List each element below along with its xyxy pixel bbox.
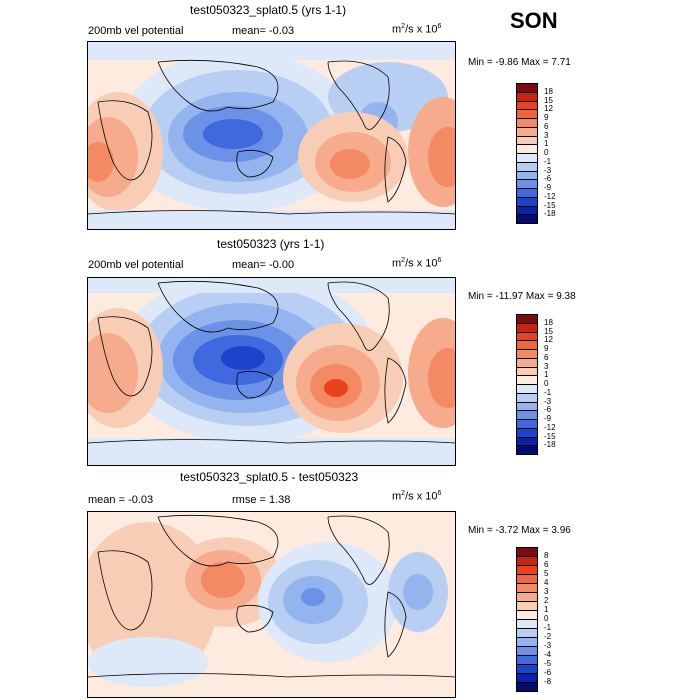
colorbar-tick-label: 1 [544,139,549,149]
colorbar-tick-label: -6 [544,405,552,415]
panel2-title: test050323 (yrs 1-1) [217,237,325,251]
panel3-mean: mean = -0.03 [88,494,154,506]
colorbar-tick-label: -3 [544,641,552,650]
season-label: SON [510,8,558,33]
panel3-min-max: Min = -3.72 Max = 3.96 [468,525,571,536]
panel2-units: m2/s x 106 [392,257,442,270]
colorbar-tick-label: 9 [544,113,549,122]
colorbar-tick-label: -3 [544,396,552,406]
colorbar-tick-label: 4 [544,578,549,587]
panel1-colorbar: 18 15 12 9 6 3 1 0 -1 -3 -6 -9 -12 -15 -18 [516,83,576,224]
colorbar-tick-label: -18 [544,440,556,450]
colorbar-tick-label: 0 [544,614,549,623]
colorbar-tick-label: 1 [544,370,549,380]
colorbar-tick-label: -4 [544,650,552,659]
colorbar-tick-label: 1 [544,605,549,614]
colorbar-tick-label: 6 [544,121,549,131]
colorbar-tick-label: -8 [544,677,552,686]
panel3-colorbar: 8 6 5 4 3 2 1 0 -1 -2 -3 -4 -5 -6 -8 [516,547,576,692]
colorbar-tick-label: -12 [544,191,556,201]
colorbar-tick-label: -6 [544,668,552,677]
panel1-title: test050323_splat0.5 (yrs 1-1) [190,3,347,17]
panel1-mean: mean= -0.03 [232,25,295,37]
colorbar-tick-label: -15 [544,431,556,441]
colorbar-tick-label: 18 [544,86,553,96]
panel3-title: test050323_splat0.5 - test050323 [180,470,359,484]
colorbar-tick-label: 0 [544,148,549,157]
colorbar-swatch [516,445,538,455]
colorbar-tick-label: 3 [544,130,549,140]
panel2-field-label: 200mb vel potential [88,259,184,271]
colorbar-tick-label: -1 [544,623,552,632]
colorbar-tick-label: -9 [544,414,552,423]
colorbar-tick-label: 3 [544,587,549,596]
colorbar-tick-label: -1 [544,387,552,397]
colorbar-swatch [516,214,538,224]
colorbar-tick-label: 12 [544,335,553,345]
colorbar-tick-label: 0 [544,379,549,388]
panel1-units: m2/s x 106 [392,23,442,36]
colorbar-tick-label: -15 [544,200,556,210]
panel1-field-label: 200mb vel potential [88,25,184,37]
colorbar-tick-label: -3 [544,165,552,175]
panel2-map [87,277,456,466]
colorbar-tick-label: 6 [544,560,549,569]
panel1-min-max: Min = -9.86 Max = 7.71 [468,57,571,68]
colorbar-tick-label: -2 [544,632,552,641]
panel3-units: m2/s x 106 [392,490,442,503]
colorbar-tick-label: 18 [544,317,553,327]
panel3-rmse: rmse = 1.38 [232,494,291,506]
colorbar-tick-label: -18 [544,209,556,219]
colorbar-tick-label: 8 [544,551,549,560]
colorbar-tick-label: 15 [544,326,553,336]
panel2-min-max: Min = -11.97 Max = 9.38 [468,291,576,302]
colorbar-tick-label: 6 [544,352,549,362]
colorbar-tick-label: -12 [544,422,556,432]
colorbar-tick-label: 5 [544,569,549,578]
colorbar-tick-label: 3 [544,361,549,371]
colorbar-swatch [516,682,538,692]
colorbar-tick-label: 12 [544,104,553,114]
colorbar-tick-label: -6 [544,174,552,184]
colorbar-tick-label: -9 [544,183,552,192]
colorbar-tick-label: -5 [544,659,552,668]
colorbar-tick-label: 15 [544,95,553,105]
panel3-map [87,511,456,698]
colorbar-tick-label: 2 [544,596,549,605]
colorbar-tick-label: -1 [544,156,552,166]
colorbar-tick-label: 9 [544,344,549,353]
panel2-mean: mean= -0.00 [232,259,295,271]
panel2-colorbar: 18 15 12 9 6 3 1 0 -1 -3 -6 -9 -12 -15 -18 [516,314,576,455]
panel1-map [87,41,456,230]
